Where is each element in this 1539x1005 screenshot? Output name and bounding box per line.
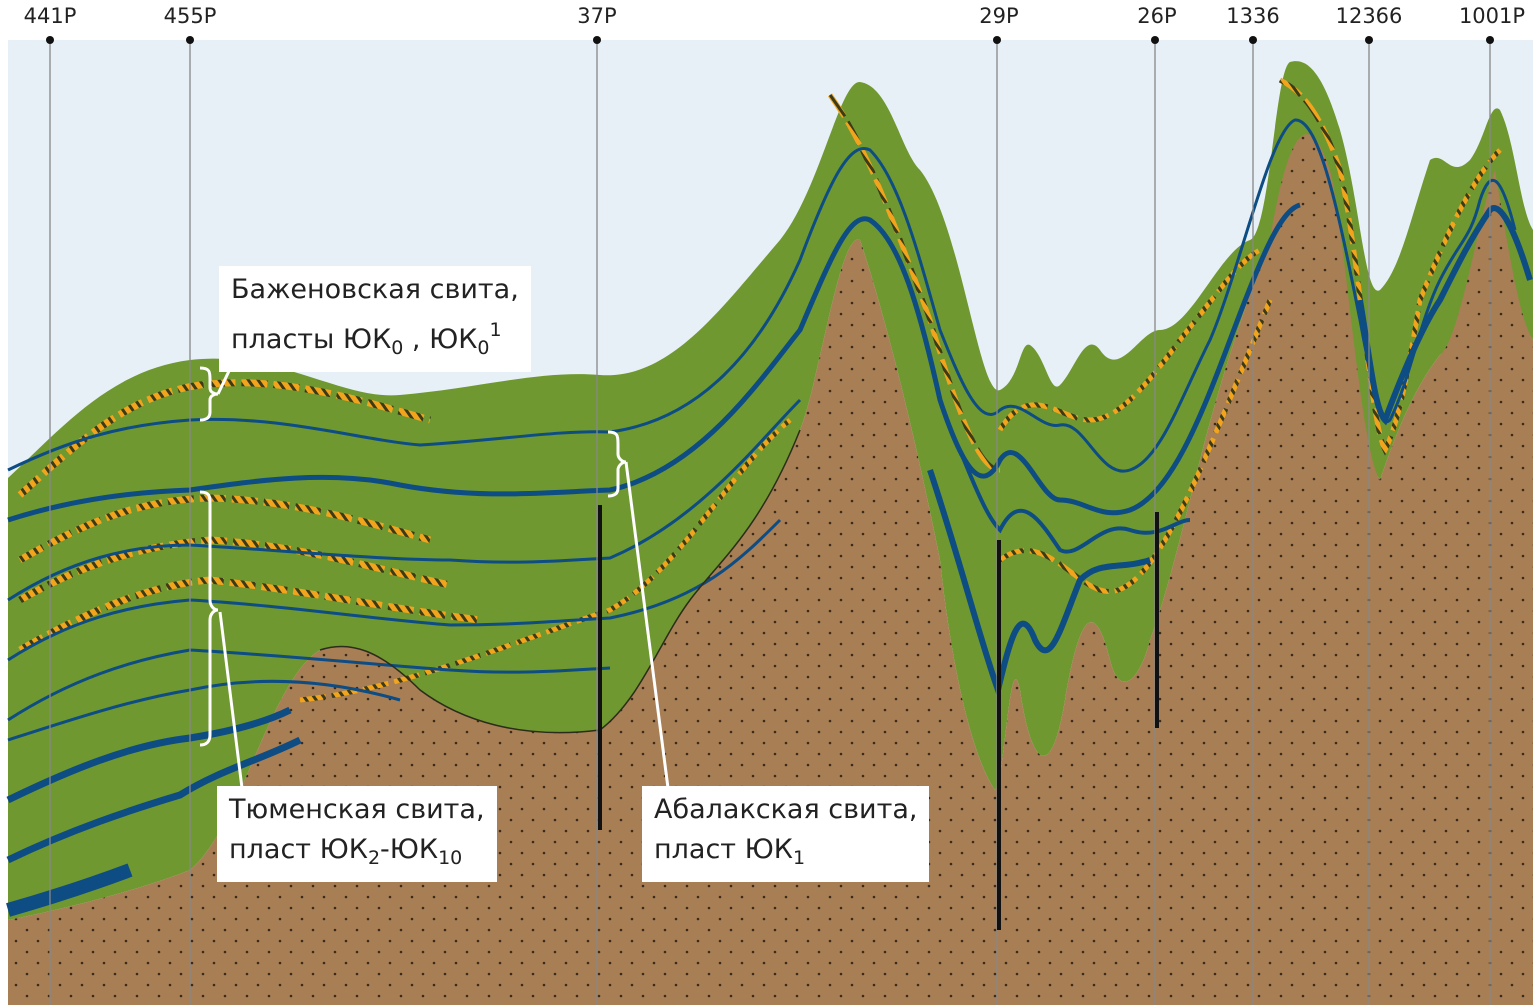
callout-tyumen-line1: Тюменская свита, — [229, 794, 485, 825]
callout-tyumen-line2: пласт ЮК2-ЮК10 — [229, 830, 485, 878]
callout-bazhenov-text-b: , ЮК — [403, 324, 478, 355]
callout-bazhenov-line1: Баженовская свита, — [231, 274, 519, 305]
callout-tyumen: Тюменская свита, пласт ЮК2-ЮК10 — [217, 786, 497, 882]
callout-abalak-text-a: пласт ЮК — [654, 834, 793, 865]
callout-tyumen-text-a: пласт ЮК — [229, 834, 368, 865]
well-heads — [46, 36, 1494, 44]
well-label-1001p: 1001Р — [1458, 4, 1526, 28]
callout-bazhenov-sup2: 1 — [489, 319, 502, 341]
callout-bazhenov-line2: пласты ЮК0 , ЮК01 — [231, 310, 519, 368]
callout-tyumen-text-b: -ЮК — [380, 834, 439, 865]
boreholes — [598, 505, 1159, 930]
well-label-455p: 455Р — [163, 4, 217, 28]
callout-bazhenov-sub1: 0 — [391, 337, 404, 359]
callout-tyumen-sub2: 10 — [438, 847, 463, 869]
well-label-1336: 1336 — [1226, 4, 1280, 28]
well-label-37p: 37Р — [577, 4, 617, 28]
callout-bazhenov-sub2: 0 — [477, 337, 490, 359]
callout-bazhenov: Баженовская свита, пласты ЮК0 , ЮК01 — [219, 266, 531, 372]
callout-abalak-line2: пласт ЮК1 — [654, 830, 917, 878]
callout-bazhenov-text-a: пласты ЮК — [231, 324, 392, 355]
sediment-body — [8, 61, 1533, 921]
callout-abalak-line1: Абалакская свита, — [654, 794, 918, 825]
well-label-29p: 29Р — [979, 4, 1019, 28]
coal-horizons — [6, 118, 1533, 917]
well-label-441p: 441Р — [23, 4, 77, 28]
basement-contact — [319, 429, 801, 734]
callout-tyumen-sub1: 2 — [367, 847, 381, 869]
callout-abalak-sub1: 1 — [792, 847, 806, 869]
callout-abalak: Абалакская свита, пласт ЮК1 — [642, 786, 930, 882]
well-label-12366: 12366 — [1335, 4, 1403, 28]
well-label-26p: 26Р — [1137, 4, 1177, 28]
